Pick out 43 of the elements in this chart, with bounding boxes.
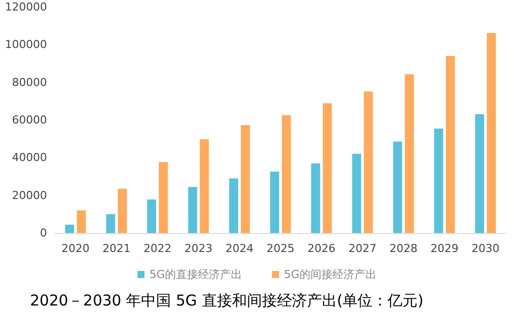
bar	[434, 128, 444, 233]
x-tick-label: 2023	[184, 242, 212, 255]
x-tick-label: 2030	[472, 242, 500, 255]
bar	[486, 32, 496, 233]
bar	[158, 162, 168, 233]
bar	[311, 163, 320, 233]
x-tick-label: 2025	[266, 242, 294, 255]
y-tick-label: 60000	[12, 114, 47, 126]
bar	[65, 224, 74, 233]
x-tick-label: 2027	[348, 242, 376, 255]
x-tick-label: 2028	[390, 242, 418, 255]
x-tick-label: 2026	[308, 242, 336, 255]
y-tick-label: 0	[40, 226, 47, 240]
x-tick-label: 2029	[430, 242, 458, 255]
bar	[393, 142, 402, 233]
y-tick-label: 40000	[12, 151, 47, 164]
bar	[270, 172, 280, 233]
y-tick-label: 80000	[12, 76, 47, 89]
y-tick-label: 120000	[5, 0, 47, 14]
bar	[76, 210, 86, 233]
bar	[118, 188, 127, 233]
bar	[404, 74, 414, 233]
bar	[147, 199, 156, 233]
x-tick-label: 2024	[226, 242, 254, 255]
y-tick-label: 20000	[12, 188, 47, 202]
bar	[352, 154, 362, 233]
bar	[282, 115, 291, 233]
bar	[229, 178, 238, 233]
bar	[475, 114, 484, 233]
legend-label: 5G的直接经济产出	[149, 268, 242, 281]
bar	[188, 187, 198, 233]
bar	[446, 56, 455, 233]
bar	[322, 103, 332, 233]
bar	[200, 139, 209, 233]
x-tick-label: 2022	[144, 242, 172, 255]
bar	[106, 214, 116, 233]
y-tick-label: 100000	[5, 38, 47, 52]
bar	[364, 92, 373, 233]
bar	[240, 125, 250, 233]
x-tick-label: 2021	[102, 242, 130, 255]
text: 2020－2030 年中国 5G 直接和间接经济产出(单位：亿元)	[30, 292, 424, 310]
legend-label: 5G的间接经济产出	[284, 268, 377, 281]
x-tick-label: 2020	[62, 242, 90, 255]
